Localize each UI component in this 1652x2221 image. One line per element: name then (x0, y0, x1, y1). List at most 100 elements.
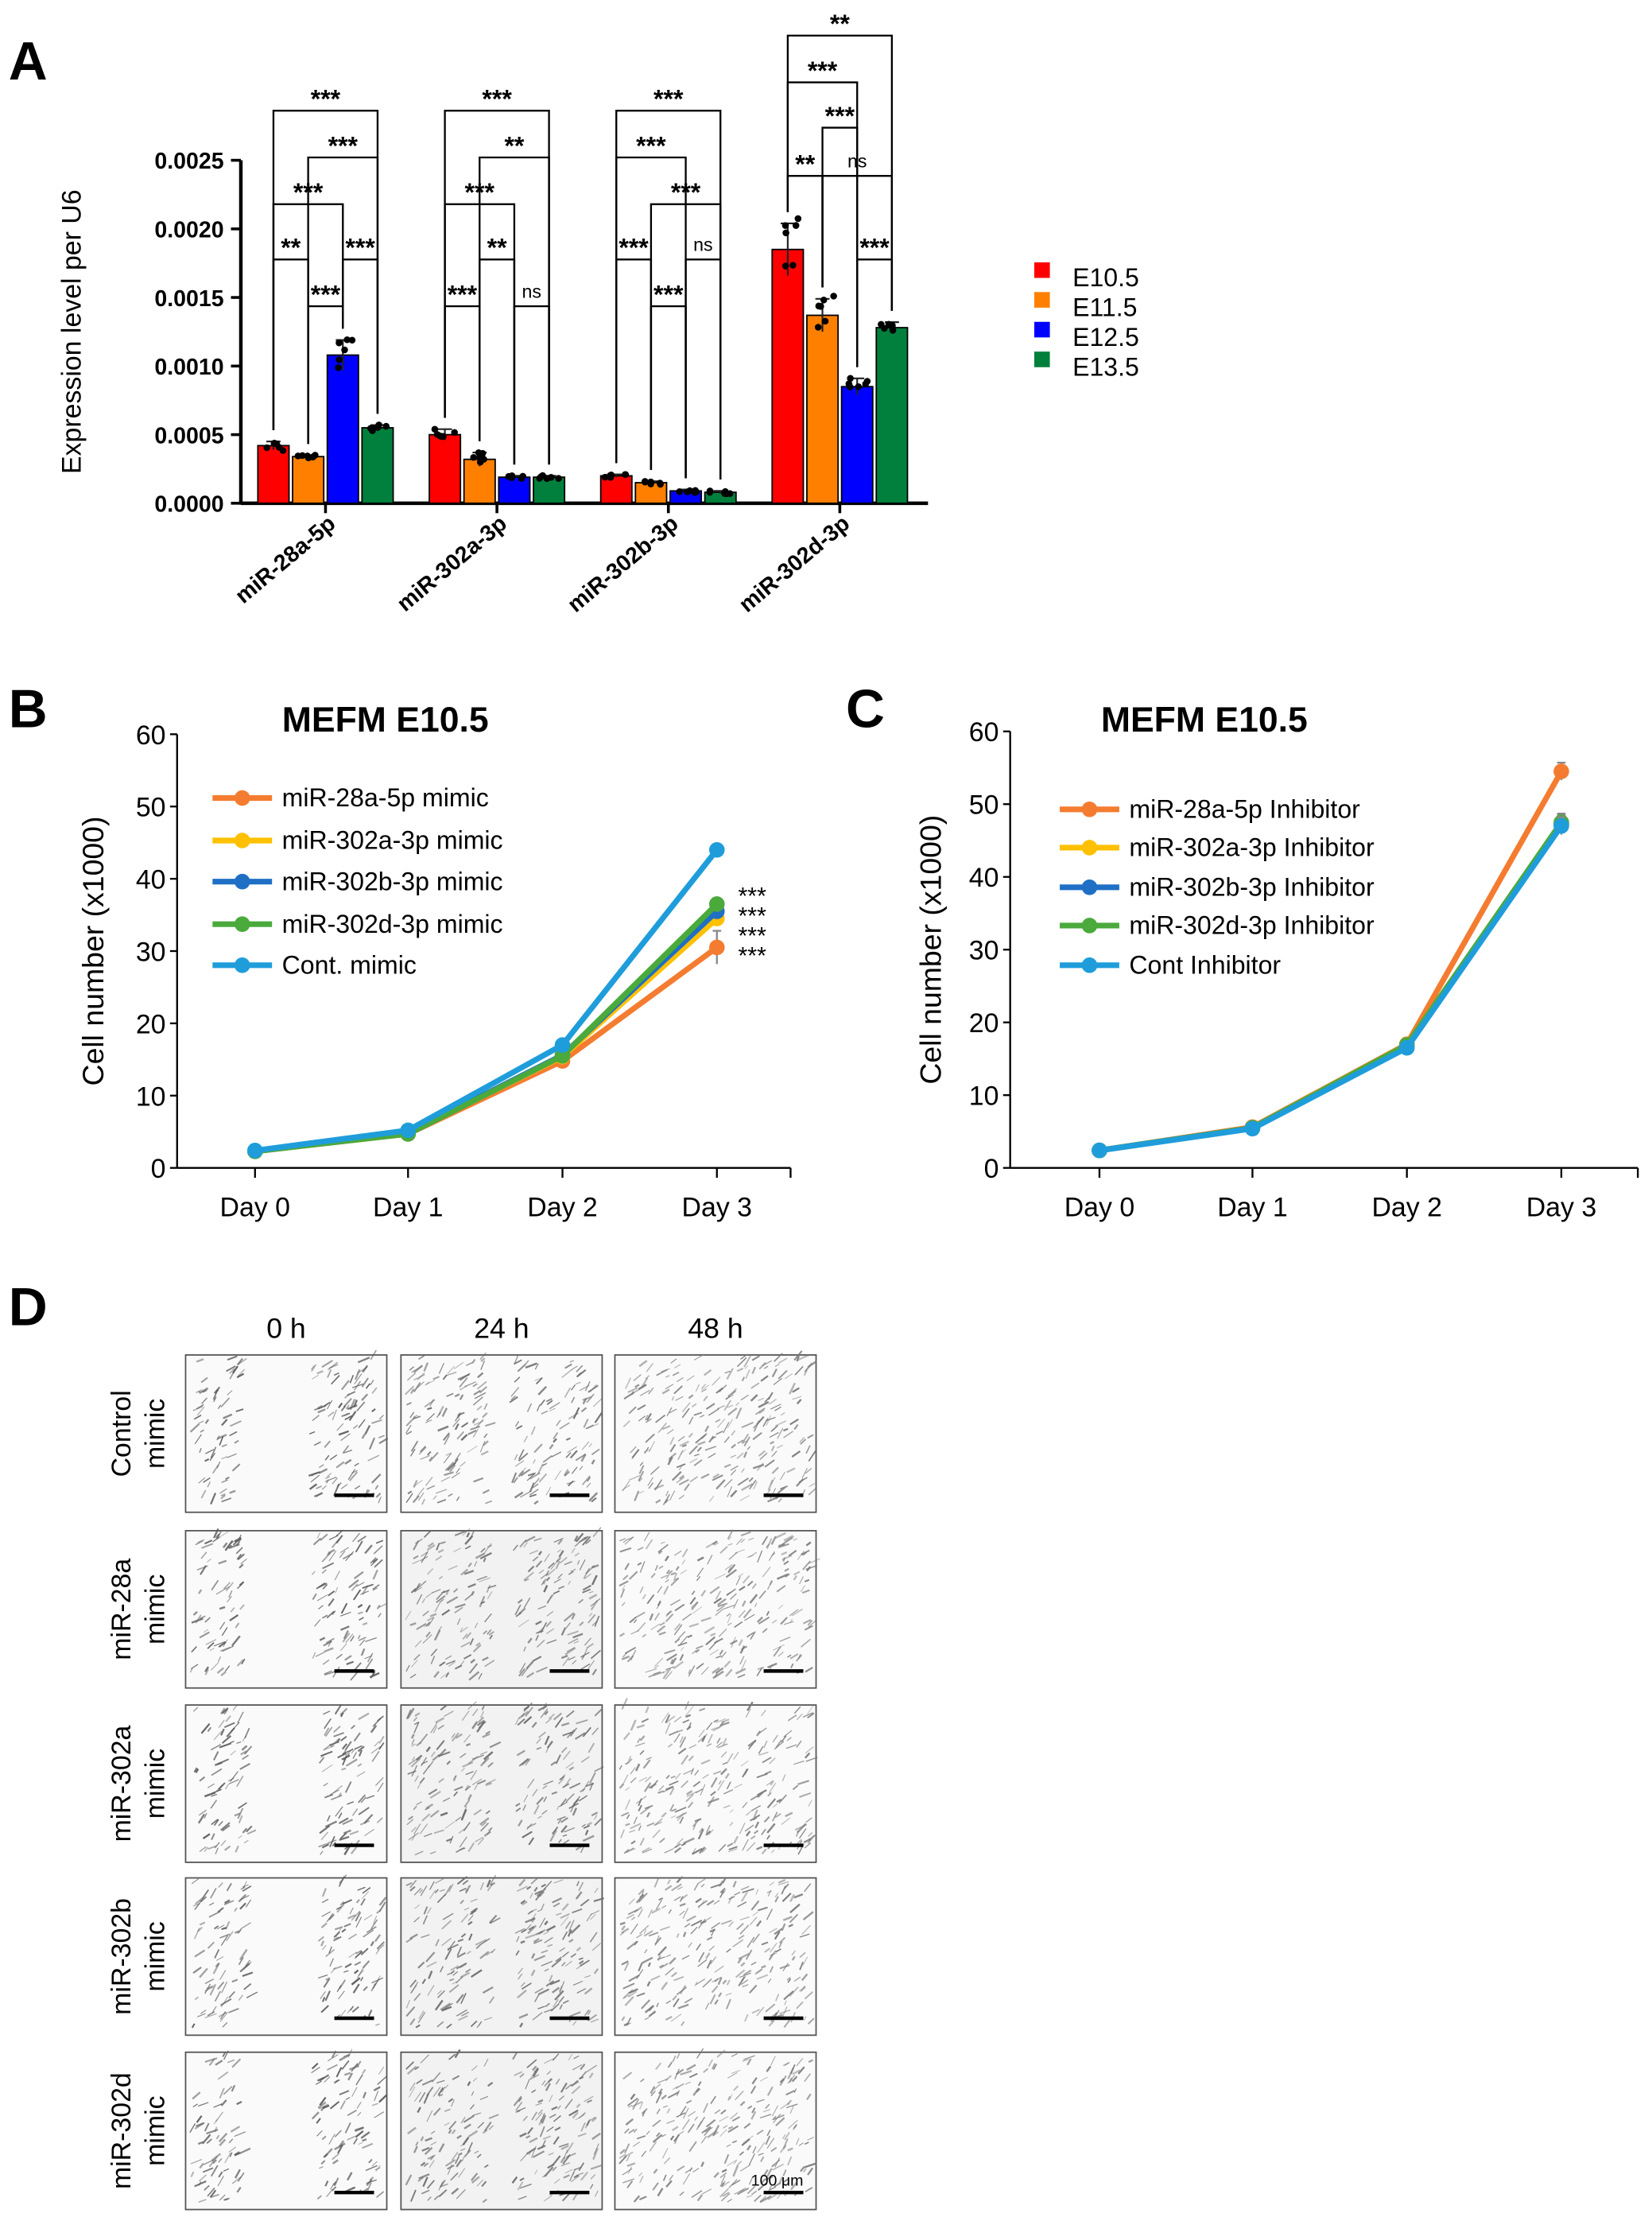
cell-stroke (513, 1544, 518, 1551)
cell-stroke (204, 1629, 209, 1633)
cell-stroke (568, 1656, 576, 1661)
cell-stroke (767, 1662, 778, 1668)
data-point (817, 303, 824, 310)
cell-stroke (339, 2053, 351, 2062)
cell-stroke (792, 1784, 799, 1791)
cell-stroke (479, 1951, 490, 1959)
cell-stroke (528, 1925, 535, 1931)
cell-stroke (677, 1886, 683, 1890)
cell-stroke (685, 1790, 693, 1796)
cell-stroke (415, 2024, 421, 2029)
cell-stroke (537, 1463, 544, 1474)
cell-stroke (354, 1961, 362, 1967)
cell-stroke (327, 1361, 339, 1371)
cell-stroke (448, 1565, 458, 1571)
cell-stroke (532, 1483, 539, 1489)
cell-stroke (720, 2109, 727, 2115)
cell-stroke (518, 2196, 527, 2200)
cell-stroke (788, 1924, 793, 1928)
cell-stroke (204, 1846, 209, 1852)
cell-stroke (206, 2138, 212, 2144)
cell-stroke (477, 1780, 487, 1785)
data-point (657, 480, 664, 488)
cell-stroke (682, 1932, 687, 1938)
cell-stroke (737, 1674, 746, 1679)
cell-stroke (237, 1711, 244, 1724)
cell-stroke (549, 1408, 556, 1411)
cell-stroke (221, 1707, 229, 1714)
cell-stroke (483, 1751, 494, 1761)
cell-stroke (207, 1726, 211, 1732)
category-label: miR-28a-5p (231, 511, 340, 608)
cell-stroke (223, 1413, 233, 1419)
cell-stroke (657, 2078, 668, 2083)
cell-stroke (426, 2180, 435, 2189)
cell-stroke (519, 2183, 532, 2189)
cell-stroke (766, 1823, 776, 1834)
cell-stroke (196, 2115, 203, 2123)
cell-stroke (681, 1646, 684, 1651)
cell-stroke (797, 2066, 805, 2075)
cell-stroke (421, 1757, 428, 1767)
cell-stroke (737, 1477, 749, 1486)
cell-stroke (801, 1638, 812, 1648)
significance-bracket (786, 34, 894, 311)
cell-stroke (656, 2002, 659, 2008)
cell-stroke (591, 1497, 597, 1503)
cell-stroke (480, 1360, 485, 1370)
cell-stroke (652, 1829, 661, 1839)
cell-stroke (782, 1427, 789, 1432)
cell-stroke (405, 1493, 413, 1503)
cell-stroke (537, 1627, 545, 1634)
cell-stroke (728, 2179, 738, 2188)
cell-stroke (624, 2143, 630, 2153)
cell-stroke (621, 2016, 626, 2021)
cell-stroke (207, 1481, 211, 1488)
cell-stroke (657, 1550, 663, 1555)
cell-stroke (327, 1473, 332, 1477)
cell-stroke (202, 2167, 214, 2173)
cell-stroke (218, 1559, 227, 1565)
cell-stroke (413, 1722, 419, 1726)
cell-stroke (209, 2189, 217, 2199)
cell-stroke (700, 1432, 708, 1439)
cell-stroke (761, 1941, 769, 1946)
cell-stroke (518, 2097, 522, 2103)
cell-stroke (724, 1370, 731, 1374)
cell-stroke (325, 1977, 331, 1981)
cell-stroke (592, 1527, 602, 1537)
cell-stroke (678, 1474, 685, 1480)
cell-stroke (796, 2138, 800, 2145)
cell-stroke (798, 1828, 807, 1839)
row-label-line: miR-28a (107, 1559, 137, 1660)
cell-stroke (586, 2064, 597, 2073)
cell-stroke (741, 1483, 754, 1492)
cell-stroke (667, 2091, 680, 2099)
cell-stroke (633, 1374, 642, 1382)
cell-stroke (750, 1794, 759, 1801)
cell-stroke (203, 1477, 211, 1483)
cell-stroke (413, 1717, 418, 1722)
cell-stroke (320, 2106, 326, 2111)
cell-stroke (448, 1661, 456, 1668)
cell-stroke (756, 1846, 763, 1850)
significance-label: *** (482, 85, 512, 114)
cell-stroke (479, 1817, 490, 1826)
cell-stroke (580, 2171, 588, 2181)
cell-stroke (675, 1396, 684, 1401)
cell-stroke (770, 1404, 781, 1410)
cell-stroke (674, 1773, 681, 1780)
cell-stroke (544, 1710, 549, 1715)
cell-stroke (676, 2112, 686, 2118)
cell-stroke (655, 1499, 661, 1504)
cell-stroke (569, 2171, 575, 2181)
cell-stroke (370, 1982, 376, 1992)
cell-stroke (467, 1794, 472, 1801)
cell-stroke (739, 2101, 746, 2106)
cell-stroke (448, 1984, 460, 1994)
chart-title: MEFM E10.5 (1101, 701, 1308, 740)
cell-stroke (681, 1444, 687, 1447)
cell-stroke (757, 2141, 766, 2153)
cell-stroke (638, 1804, 642, 1812)
cell-stroke (653, 2169, 658, 2174)
